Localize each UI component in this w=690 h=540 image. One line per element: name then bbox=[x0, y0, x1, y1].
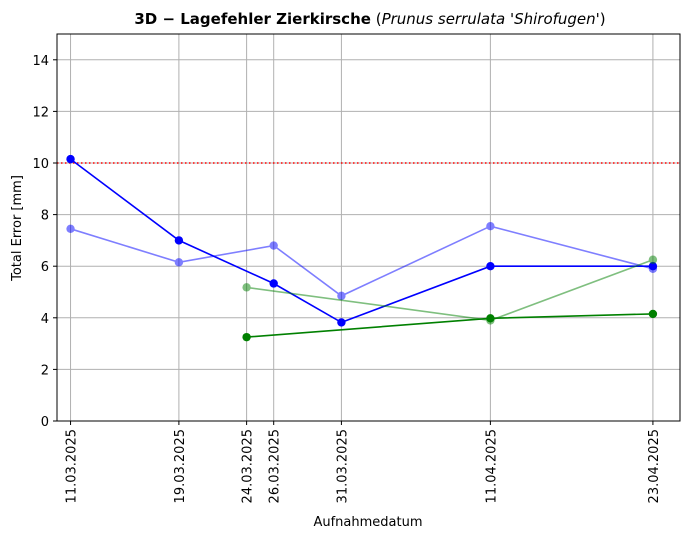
data-point bbox=[66, 224, 75, 233]
data-point bbox=[486, 262, 495, 271]
x-tick-label: 11.03.2025 bbox=[65, 429, 80, 503]
data-point bbox=[174, 258, 184, 267]
series-line bbox=[70, 225, 654, 297]
chart-title-paren-open: ( bbox=[371, 10, 382, 28]
data-point bbox=[648, 262, 658, 271]
data-point bbox=[486, 314, 495, 323]
chart-title-paren-close: ) bbox=[600, 10, 606, 28]
data-point bbox=[174, 236, 184, 245]
x-axis: 11.03.2025 19.03.2025 24.03.2025 26.03.2025… bbox=[65, 421, 662, 503]
x-tick-label: 23.04.2025 bbox=[647, 429, 662, 503]
x-tick-label: 24.03.2025 bbox=[241, 429, 256, 503]
chart-title-italic: Prunus serrulata 'Shirofugen' bbox=[382, 10, 600, 28]
data-point bbox=[337, 318, 346, 327]
data-point bbox=[486, 222, 495, 231]
data-point bbox=[242, 332, 251, 342]
chart-title-bold: 3D − Lagefehler Zierkirsche bbox=[134, 10, 371, 28]
data-point bbox=[269, 241, 278, 250]
x-tick-label: 11.04.2025 bbox=[484, 429, 499, 503]
x-tick-label: 26.03.2025 bbox=[268, 429, 283, 503]
data-point bbox=[648, 309, 658, 319]
data-point bbox=[269, 279, 278, 288]
x-tick-label: 31.03.2025 bbox=[335, 429, 350, 503]
data-point bbox=[337, 291, 346, 301]
data-point bbox=[242, 283, 251, 292]
data-point bbox=[66, 154, 75, 164]
data-point bbox=[648, 255, 658, 264]
plot-area-frame bbox=[56, 33, 681, 422]
y-tick-label: 6 bbox=[41, 260, 49, 275]
y-tick-label: 2 bbox=[41, 363, 49, 378]
grid-lines bbox=[57, 34, 680, 421]
y-tick-label: 4 bbox=[41, 312, 49, 327]
y-tick-label: 10 bbox=[32, 157, 49, 172]
series-1 bbox=[66, 222, 658, 301]
series-line bbox=[70, 158, 653, 324]
x-tick-label: 19.03.2025 bbox=[173, 429, 188, 503]
x-axis-label: Aufnahmedatum bbox=[313, 515, 422, 530]
y-tick-label: 14 bbox=[32, 54, 49, 69]
series-4 bbox=[242, 309, 658, 342]
y-tick-label: 12 bbox=[32, 105, 49, 120]
series-layer bbox=[66, 154, 658, 342]
y-axis-label: Total Error [mm] bbox=[10, 175, 25, 282]
y-tick-label: 8 bbox=[41, 209, 49, 224]
series-2 bbox=[66, 154, 658, 327]
chart-title: 3D − Lagefehler Zierkirsche (Prunus serr… bbox=[134, 10, 605, 28]
y-axis: 0 2 4 6 8 10 12 14 bbox=[32, 54, 57, 430]
y-tick-label: 0 bbox=[41, 415, 49, 430]
series-line bbox=[246, 259, 654, 322]
